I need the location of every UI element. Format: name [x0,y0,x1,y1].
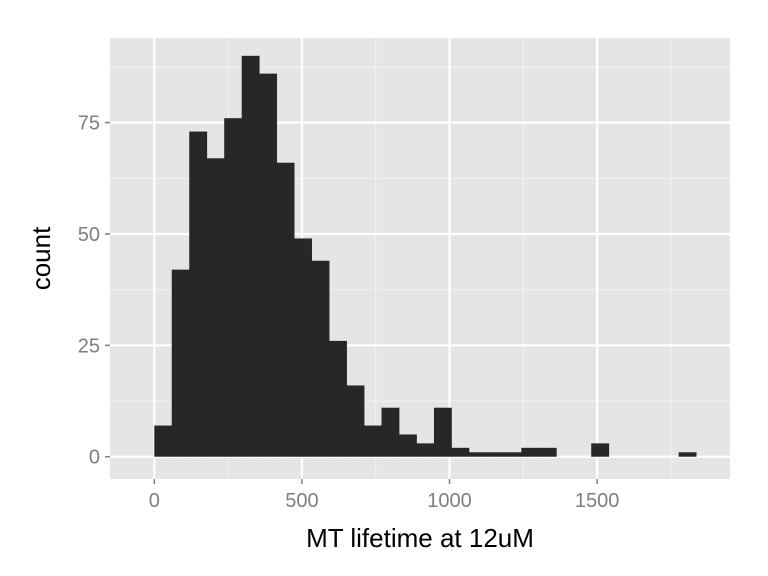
y-tick-label: 75 [78,113,100,135]
x-tick-label: 500 [285,490,318,512]
y-tick-label: 25 [78,335,100,357]
histogram-bar [346,385,365,457]
histogram-bar [433,407,452,457]
histogram-bar [591,443,610,457]
histogram-bar [206,158,225,457]
histogram-bar [468,452,487,457]
histogram-bar [241,55,260,457]
histogram-bar [189,131,208,457]
y-axis-ticks: 0 25 50 75 [78,113,110,469]
histogram-bar [329,340,347,457]
histogram-bar [521,447,540,457]
histogram-bar [381,407,400,457]
histogram-bar [416,443,435,457]
histogram-bar [364,425,382,457]
histogram-bar [678,452,697,457]
x-tick-label: 1500 [575,490,620,512]
x-axis-title: MT lifetime at 12uM [306,523,534,553]
y-tick-label: 50 [78,224,100,246]
histogram-bar [311,260,330,457]
histogram-bar [503,452,522,457]
x-tick-label: 0 [149,490,160,512]
x-tick-label: 1000 [427,490,472,512]
y-axis-title: count [26,226,56,290]
y-tick-label: 0 [89,447,100,469]
histogram-bar [154,425,173,457]
histogram-bar [276,162,295,457]
x-axis-ticks: 0 500 1000 1500 [149,479,620,512]
histogram-bar [538,447,557,457]
histogram-bar [486,452,505,457]
histogram-bars [154,55,697,457]
histogram-bar [451,447,470,457]
histogram-bar [259,73,278,457]
histogram-bar [294,238,312,457]
histogram-bar [224,118,243,457]
histogram-bar [398,434,417,457]
minor-gridlines [110,38,730,479]
histogram-bar [171,269,190,457]
